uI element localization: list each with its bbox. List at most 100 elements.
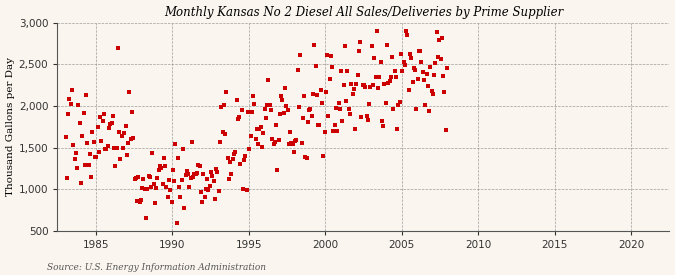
Point — [323, 114, 333, 119]
Point — [74, 120, 85, 125]
Point — [143, 174, 154, 178]
Point — [358, 83, 369, 88]
Point — [86, 174, 97, 179]
Point — [374, 75, 385, 79]
Point — [253, 141, 264, 146]
Point — [416, 59, 427, 64]
Point — [167, 168, 178, 172]
Point — [173, 156, 184, 160]
Point — [65, 102, 76, 106]
Point — [90, 155, 101, 160]
Point — [344, 107, 354, 111]
Point — [113, 46, 124, 51]
Point — [305, 107, 316, 111]
Point — [441, 65, 452, 70]
Point — [310, 64, 321, 68]
Point — [250, 137, 261, 141]
Point — [380, 101, 391, 105]
Point — [414, 49, 425, 53]
Point — [159, 156, 169, 160]
Point — [239, 158, 250, 162]
Point — [417, 70, 428, 74]
Point — [215, 140, 225, 144]
Point — [122, 153, 132, 157]
Point — [166, 200, 177, 204]
Point — [77, 133, 88, 138]
Point — [232, 116, 243, 121]
Point — [377, 119, 387, 123]
Point — [313, 122, 323, 127]
Point — [83, 163, 94, 167]
Point — [249, 101, 260, 106]
Point — [152, 176, 163, 181]
Point — [245, 134, 256, 138]
Point — [357, 83, 368, 87]
Point — [314, 123, 325, 127]
Point — [437, 36, 448, 40]
Point — [300, 155, 310, 159]
Point — [414, 49, 425, 53]
Point — [217, 129, 228, 134]
Point — [256, 145, 267, 149]
Y-axis label: Thousand Gallons per Day: Thousand Gallons per Day — [5, 57, 15, 196]
Point — [242, 188, 252, 192]
Point — [146, 185, 157, 189]
Point — [347, 91, 358, 96]
Point — [302, 120, 313, 124]
Point — [324, 77, 335, 82]
Point — [354, 49, 364, 53]
Point — [120, 123, 131, 128]
Point — [190, 172, 201, 176]
Point — [398, 60, 409, 65]
Point — [93, 150, 104, 154]
Point — [352, 72, 363, 77]
Point — [148, 182, 159, 186]
Point — [389, 69, 400, 73]
Point — [127, 110, 138, 115]
Point — [275, 112, 286, 116]
Point — [151, 186, 161, 191]
Point — [139, 186, 150, 191]
Point — [306, 114, 317, 118]
Point — [234, 114, 244, 119]
Point — [140, 216, 151, 221]
Point — [252, 126, 263, 131]
Point — [346, 82, 356, 86]
Point — [429, 73, 439, 78]
Point — [268, 142, 279, 146]
Point — [64, 97, 75, 101]
Point — [388, 107, 399, 111]
Point — [67, 88, 78, 92]
Point — [184, 185, 195, 189]
Point — [368, 83, 379, 87]
Point — [408, 66, 419, 70]
Point — [230, 150, 241, 155]
Point — [126, 137, 136, 141]
Point — [272, 168, 283, 172]
Point — [109, 146, 119, 150]
Point — [345, 112, 356, 116]
Point — [322, 53, 333, 57]
Point — [332, 129, 343, 133]
Point — [81, 93, 92, 97]
Point — [421, 72, 432, 76]
Point — [178, 147, 188, 151]
Point — [370, 75, 381, 79]
Point — [285, 130, 296, 134]
Point — [106, 120, 117, 125]
Point — [424, 108, 435, 113]
Point — [403, 88, 414, 92]
Point — [334, 107, 345, 111]
Point — [364, 101, 375, 106]
Point — [433, 55, 443, 59]
Point — [183, 172, 194, 177]
Point — [356, 115, 367, 119]
Point — [410, 68, 421, 72]
Point — [72, 166, 82, 171]
Point — [342, 69, 353, 73]
Point — [341, 98, 352, 103]
Point — [292, 68, 303, 72]
Point — [375, 60, 386, 64]
Point — [329, 123, 340, 127]
Point — [80, 163, 90, 167]
